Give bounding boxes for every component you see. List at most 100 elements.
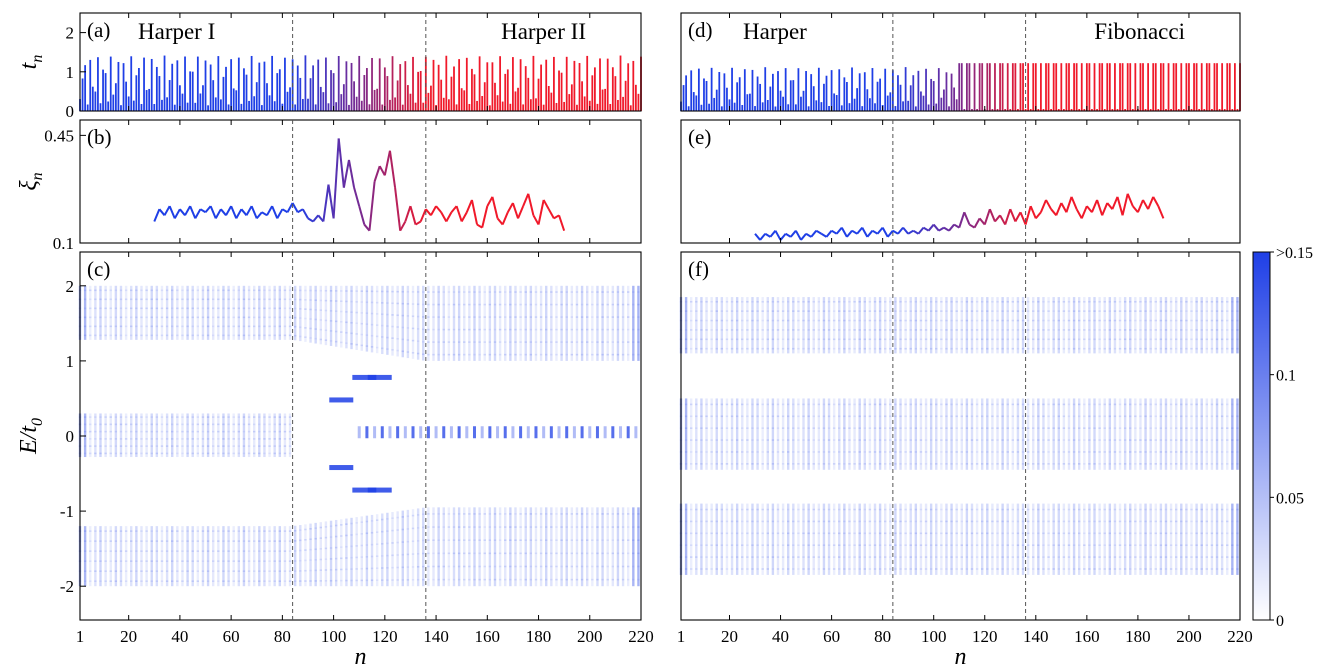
heat-cell bbox=[437, 316, 440, 318]
heat-cell bbox=[1108, 403, 1112, 406]
heat-cell bbox=[596, 328, 599, 331]
heat-cell bbox=[488, 565, 492, 568]
heat-cell bbox=[278, 580, 282, 582]
heat-cell bbox=[1180, 415, 1183, 418]
heat-column bbox=[1205, 503, 1209, 575]
heat-column bbox=[832, 297, 836, 354]
heat-cell bbox=[868, 544, 872, 547]
heat-cell bbox=[442, 526, 445, 528]
heat-cell bbox=[1001, 300, 1004, 303]
heat-cell bbox=[1180, 532, 1183, 535]
heat-cell bbox=[1108, 508, 1112, 511]
heat-cell bbox=[1190, 427, 1193, 429]
heat-cell bbox=[165, 445, 169, 447]
heat-cell bbox=[539, 513, 543, 515]
heat-cell bbox=[1037, 338, 1040, 341]
heat-cell bbox=[1021, 544, 1025, 547]
heat-cell bbox=[560, 565, 563, 568]
heat-cell bbox=[268, 430, 271, 433]
line-segment bbox=[276, 208, 284, 219]
heat-cell bbox=[212, 438, 215, 440]
heat-cell bbox=[700, 463, 703, 465]
heat-cell bbox=[586, 303, 589, 306]
heat-cell bbox=[268, 298, 271, 301]
heat-cell bbox=[919, 300, 923, 303]
heat-cell bbox=[1032, 556, 1035, 558]
heat-cell bbox=[555, 513, 558, 515]
heat-cell bbox=[529, 328, 533, 331]
heat-column bbox=[227, 526, 230, 587]
heat-cell bbox=[1016, 300, 1020, 303]
heat-column bbox=[237, 285, 241, 340]
heat-cell bbox=[114, 550, 118, 552]
heat-cell bbox=[1134, 310, 1137, 312]
heat-cell bbox=[155, 289, 159, 292]
heat-cell bbox=[109, 452, 112, 455]
heat-cell bbox=[191, 445, 194, 447]
heat-cell bbox=[1072, 532, 1076, 535]
heat-cell bbox=[695, 439, 698, 441]
heat-cell bbox=[1032, 463, 1035, 465]
heat-cell bbox=[802, 338, 805, 341]
heat-cell bbox=[130, 550, 133, 552]
heat-cell bbox=[986, 568, 989, 570]
heat-cell bbox=[802, 403, 805, 406]
heat-cell bbox=[980, 300, 984, 303]
heat-column bbox=[601, 507, 604, 587]
heat-column bbox=[514, 285, 517, 361]
heat-cell bbox=[919, 451, 923, 453]
heat-cell bbox=[263, 438, 266, 440]
heat-cell bbox=[991, 310, 994, 312]
heat-column bbox=[145, 526, 148, 587]
heat-column bbox=[873, 503, 877, 575]
heat-cell bbox=[457, 291, 461, 293]
heat-cell bbox=[929, 427, 933, 429]
heat-cell bbox=[498, 565, 502, 568]
heat-column bbox=[119, 526, 123, 587]
heat-cell bbox=[616, 539, 620, 542]
heat-column bbox=[771, 398, 775, 470]
bar bbox=[1022, 63, 1024, 111]
heat-column bbox=[965, 503, 969, 575]
heat-cell bbox=[919, 338, 923, 341]
heat-cell bbox=[1088, 544, 1091, 547]
heat-column bbox=[950, 297, 953, 354]
heat-cell bbox=[950, 347, 953, 350]
heat-cell bbox=[340, 546, 343, 548]
bar bbox=[715, 89, 718, 111]
heat-cell bbox=[1067, 508, 1071, 511]
heat-cell bbox=[1057, 520, 1060, 523]
heat-cell bbox=[817, 439, 821, 441]
heat-column bbox=[1011, 398, 1015, 470]
heat-cell bbox=[381, 324, 384, 327]
heat-cell bbox=[524, 316, 527, 318]
bar bbox=[550, 92, 553, 111]
heat-cell bbox=[227, 560, 230, 562]
heat-cell bbox=[914, 568, 918, 570]
heat-cell bbox=[1067, 544, 1071, 547]
heat-cell bbox=[247, 560, 251, 562]
heat-cell bbox=[1169, 338, 1173, 341]
heat-cell bbox=[626, 341, 630, 343]
heat-cell bbox=[1226, 329, 1229, 331]
heat-cell bbox=[991, 556, 994, 558]
heat-cell bbox=[247, 334, 251, 337]
heat-cell bbox=[980, 520, 984, 523]
heat-column bbox=[935, 503, 938, 575]
heat-cell bbox=[283, 316, 287, 319]
heat-cell bbox=[960, 508, 963, 511]
heat-cell bbox=[483, 539, 486, 542]
heat-cell bbox=[1180, 403, 1183, 406]
x-tick-label: 180 bbox=[526, 627, 552, 646]
heat-cell bbox=[140, 570, 143, 572]
heat-column bbox=[130, 285, 133, 340]
heat-cell bbox=[550, 303, 553, 306]
heat-column bbox=[488, 285, 492, 361]
heat-cell bbox=[493, 513, 497, 515]
heat-cell bbox=[720, 347, 724, 350]
heat-cell bbox=[1210, 520, 1214, 523]
heat-cell bbox=[504, 341, 507, 343]
heat-cell bbox=[720, 427, 724, 429]
heat-cell bbox=[1083, 415, 1086, 418]
heat-cell bbox=[889, 568, 892, 570]
